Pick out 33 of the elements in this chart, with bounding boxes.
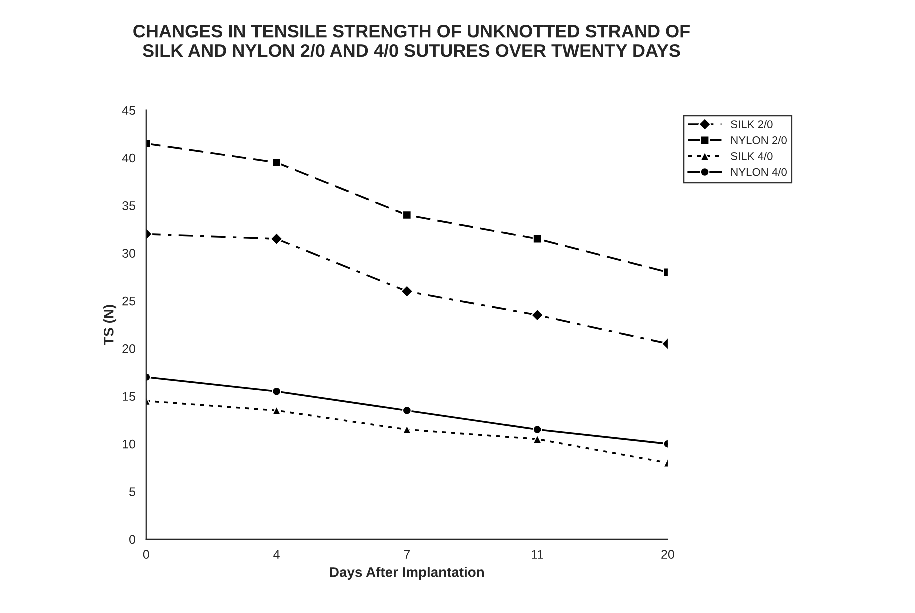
x-axis-title: Days After Implantation — [330, 567, 484, 580]
y-tick-label: 35 — [122, 201, 136, 210]
x-tick-label: 20 — [662, 550, 674, 560]
point — [272, 386, 282, 396]
y-tick-label: 15 — [123, 392, 136, 402]
y-axis-title: TS (N) — [104, 305, 117, 346]
point — [532, 434, 542, 444]
point — [270, 232, 284, 246]
y-tick-label: 0 — [130, 535, 136, 544]
point — [532, 425, 542, 434]
x-tick-label: 11 — [532, 550, 544, 559]
y-tick-label: 45 — [122, 106, 136, 115]
point — [532, 234, 542, 244]
y-tick-label: 40 — [122, 154, 136, 163]
y-tick-label: 30 — [122, 249, 136, 258]
point — [402, 406, 412, 416]
legend-label: NYLON 2/0 — [732, 136, 787, 144]
x-tick-label: 0 — [143, 550, 150, 560]
legend-label: NYLON 4/0 — [732, 168, 787, 176]
point — [531, 308, 544, 322]
y-tick-label: 10 — [123, 440, 136, 449]
x-tick-label: 4 — [274, 550, 280, 559]
point — [400, 285, 414, 298]
chart-title: CHANGES IN TENSILE STRENGTH OF UNKNOTTED STRAND OF SILK AND NYLON 2/0 AND 4/0 SUTURES OVER TWENTY DAYS — [134, 24, 690, 58]
point — [272, 158, 282, 168]
y-tick-label: 20 — [122, 344, 136, 354]
point — [402, 210, 412, 220]
legend-label: SILK 4/0 — [731, 152, 773, 160]
legend-label: SILK 2/0 — [731, 120, 773, 128]
y-tick-label: 5 — [130, 488, 136, 496]
y-tick-label: 25 — [122, 296, 136, 306]
x-tick-label: 7 — [404, 550, 410, 559]
point — [402, 425, 412, 434]
